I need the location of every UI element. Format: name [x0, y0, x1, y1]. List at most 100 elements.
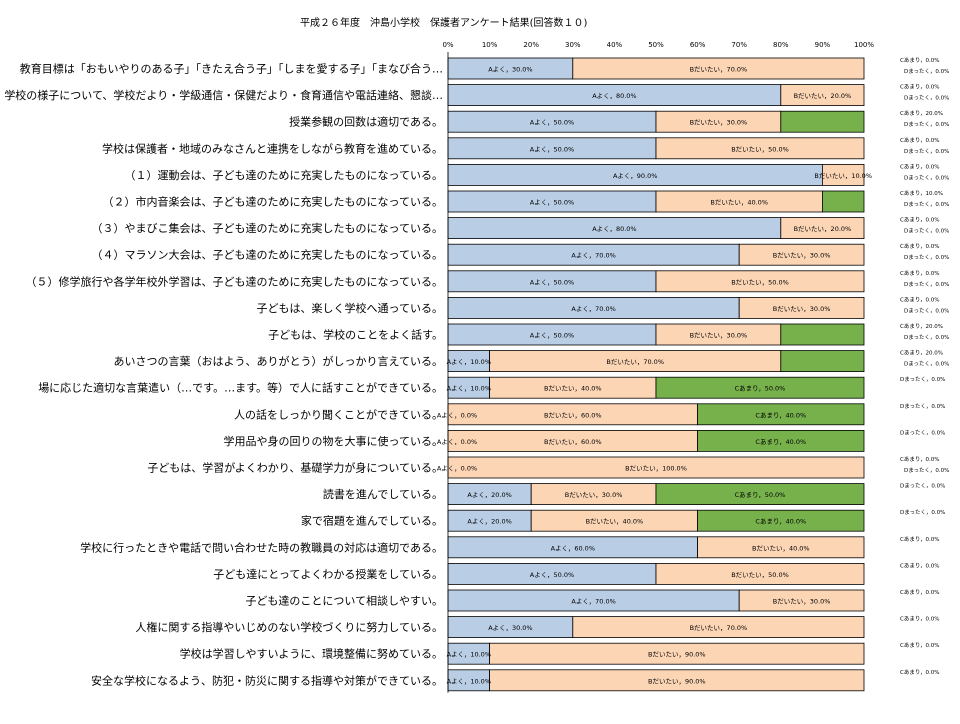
segment-value-label: Bだいたい，70.0% — [606, 358, 664, 366]
side-value-label: Dまったく，0.0% — [904, 121, 949, 128]
side-value-label: Dまったく，0.0% — [904, 334, 949, 341]
segment-value-label: Bだいたい，20.0% — [794, 225, 852, 233]
segment-value-label: Aよく，10.0% — [447, 358, 491, 366]
bar-segment — [822, 163, 865, 186]
side-value-label: Cあまり，0.0% — [900, 589, 939, 596]
segment-labels: Aよく，30.0% Bだいたい，70.0% Aよく，80.0% Bだいたい，20.0%… — [437, 66, 872, 686]
category-label: （４）マラソン大会は、子ども達のために充実したものになっている。 — [92, 248, 443, 262]
x-tick-label: 30% — [565, 41, 581, 49]
segment-value-label: Aよく，70.0% — [571, 598, 615, 606]
bar-segment — [655, 483, 865, 506]
category-label: 教育目標は「おもいやりのある子」「きたえ合う子」「しまを愛する子」「まなび合う… — [20, 62, 443, 76]
segment-value-label: Bだいたい，30.0% — [773, 598, 831, 606]
side-value-label: Cあまり，0.0% — [900, 217, 939, 224]
segment-value-label: Aよく，30.0% — [488, 66, 532, 74]
segment-value-label: Cあまり，50.0% — [735, 491, 786, 499]
side-labels: Cあまり，0.0% Dまったく，0.0% Cあまり，0.0% Dまったく，0.0% Cあ… — [900, 57, 949, 676]
category-label: 場に応じた適切な言葉遣い（…です。…ます。等）で人に話すことができている。 — [38, 381, 443, 395]
category-label: 学校の様子について、学校だより・学級通信・保健だより・食育通信や電話連絡、懇談… — [4, 88, 443, 102]
segment-value-label: Cあまり，40.0% — [755, 411, 806, 419]
side-value-label: Cあまり，0.0% — [900, 137, 939, 144]
bar-segment — [738, 589, 865, 612]
x-tick-label: 10% — [482, 41, 498, 49]
side-value-label: Dまったく，0.0% — [904, 95, 949, 102]
side-value-label: Dまったく，0.0% — [900, 403, 945, 410]
side-value-label: Cあまり，20.0% — [900, 350, 943, 357]
side-value-label: Cあまり，10.0% — [900, 190, 943, 197]
segment-value-label: Aよく，0.0% — [437, 411, 477, 419]
segment-value-label: Cあまり，40.0% — [755, 438, 806, 446]
side-value-label: Dまったく，0.0% — [900, 509, 945, 516]
segment-value-label: Aよく，70.0% — [571, 305, 615, 313]
segment-value-label: Bだいたい，30.0% — [773, 305, 831, 313]
bar-segment — [697, 403, 865, 426]
category-label: 子ども達のことについて相談しやすい。 — [245, 594, 443, 608]
side-value-label: Cあまり，20.0% — [900, 323, 943, 330]
segment-value-label: Bだいたい，30.0% — [773, 252, 831, 260]
side-value-label: Dまったく，0.0% — [904, 467, 949, 474]
category-label: 人権に関する指導やいじめのない学校づくりに努力している。 — [135, 620, 443, 634]
segment-value-label: Aよく，80.0% — [592, 92, 636, 100]
segment-value-label: Aよく，90.0% — [613, 172, 657, 180]
segment-value-label: Bだいたい，20.0% — [794, 92, 852, 100]
x-tick-label: 40% — [607, 41, 623, 49]
bar-segment — [780, 217, 865, 240]
side-value-label: Dまったく，0.0% — [904, 68, 949, 75]
category-label: 子どもは、学校のことをよく話す。 — [268, 328, 443, 342]
segment-value-label: Bだいたい，70.0% — [690, 66, 748, 74]
segment-value-label: Aよく，10.0% — [447, 651, 491, 659]
bar-segment — [697, 509, 865, 532]
side-value-label: Cあまり，0.0% — [900, 163, 939, 170]
segment-value-label: Bだいたい，40.0% — [752, 544, 810, 552]
side-value-label: Dまったく，0.0% — [904, 148, 949, 155]
segment-value-label: Bだいたい，90.0% — [648, 677, 706, 685]
bars — [447, 52, 865, 693]
segment-value-label: Bだいたい，90.0% — [648, 651, 706, 659]
side-value-label: Dまったく，0.0% — [904, 361, 949, 368]
segment-value-label: Bだいたい，50.0% — [731, 278, 789, 286]
side-value-label: Cあまり，0.0% — [900, 642, 939, 649]
segment-value-label: Aよく，50.0% — [530, 332, 574, 340]
segment-value-label: Bだいたい，40.0% — [586, 518, 644, 526]
segment-value-label: Aよく，20.0% — [467, 518, 511, 526]
side-value-label: Dまったく，0.0% — [904, 254, 949, 261]
side-value-label: Dまったく，0.0% — [904, 201, 949, 208]
segment-value-label: Bだいたい，40.0% — [544, 385, 602, 393]
segment-value-label: Aよく，60.0% — [551, 544, 595, 552]
x-tick-labels: 0% 10% 20% 30% 40% 50% 60% 70% 80% 90% 100% — [442, 41, 874, 49]
bar-segment — [780, 350, 865, 373]
bar-segment — [572, 57, 865, 80]
x-tick-label: 0% — [442, 41, 453, 49]
category-label: 子どもは、楽しく学校へ通っている。 — [257, 301, 443, 315]
bar-segment — [780, 84, 865, 106]
bar-segment — [697, 536, 865, 559]
category-label: 家で宿題を進んでしている。 — [301, 514, 443, 528]
segment-value-label: Bだいたい，60.0% — [544, 411, 602, 419]
category-label: 学用品や身の回りの物を大事に使っている。 — [224, 434, 443, 448]
side-value-label: Cあまり，0.0% — [900, 57, 939, 64]
side-value-label: Cあまり，0.0% — [900, 243, 939, 250]
side-value-label: Dまったく，0.0% — [904, 174, 949, 181]
x-tick-label: 60% — [690, 41, 706, 49]
bar-segment — [489, 642, 865, 665]
category-labels: 教育目標は「おもいやりのある子」「きたえ合う子」「しまを愛する子」「まなび合う…… — [4, 62, 443, 688]
x-tick-label: 70% — [731, 41, 747, 49]
category-label: （１）運動会は、子ども達のために充実したものになっている。 — [125, 168, 443, 182]
category-label: 学校は保護者・地域のみなさんと連携をしながら教育を進めている。 — [102, 141, 443, 155]
side-value-label: Dまったく，0.0% — [904, 228, 949, 235]
category-label: 学校は学習しやすいように、環境整備に努めている。 — [180, 647, 443, 661]
side-value-label: Dまったく，0.0% — [900, 376, 945, 383]
category-label: 授業参観の回数は適切である。 — [289, 115, 443, 129]
x-tick-label: 100% — [854, 41, 874, 49]
bar-segment — [780, 323, 865, 346]
segment-value-label: Aよく，30.0% — [488, 624, 532, 632]
category-label: 子ども達にとってよくわかる授業をしている。 — [213, 567, 443, 581]
category-label: （３）やまびこ集会は、子ども達のために充実したものになっている。 — [92, 221, 443, 235]
segment-value-label: Aよく，50.0% — [530, 199, 574, 207]
segment-value-label: Bだいたい，10.0% — [814, 172, 872, 180]
category-label: 子どもは、学習がよくわかり、基礎学力が身についている。 — [147, 461, 443, 475]
segment-value-label: Bだいたい，30.0% — [690, 119, 748, 127]
side-value-label: Cあまり，0.0% — [900, 616, 939, 623]
